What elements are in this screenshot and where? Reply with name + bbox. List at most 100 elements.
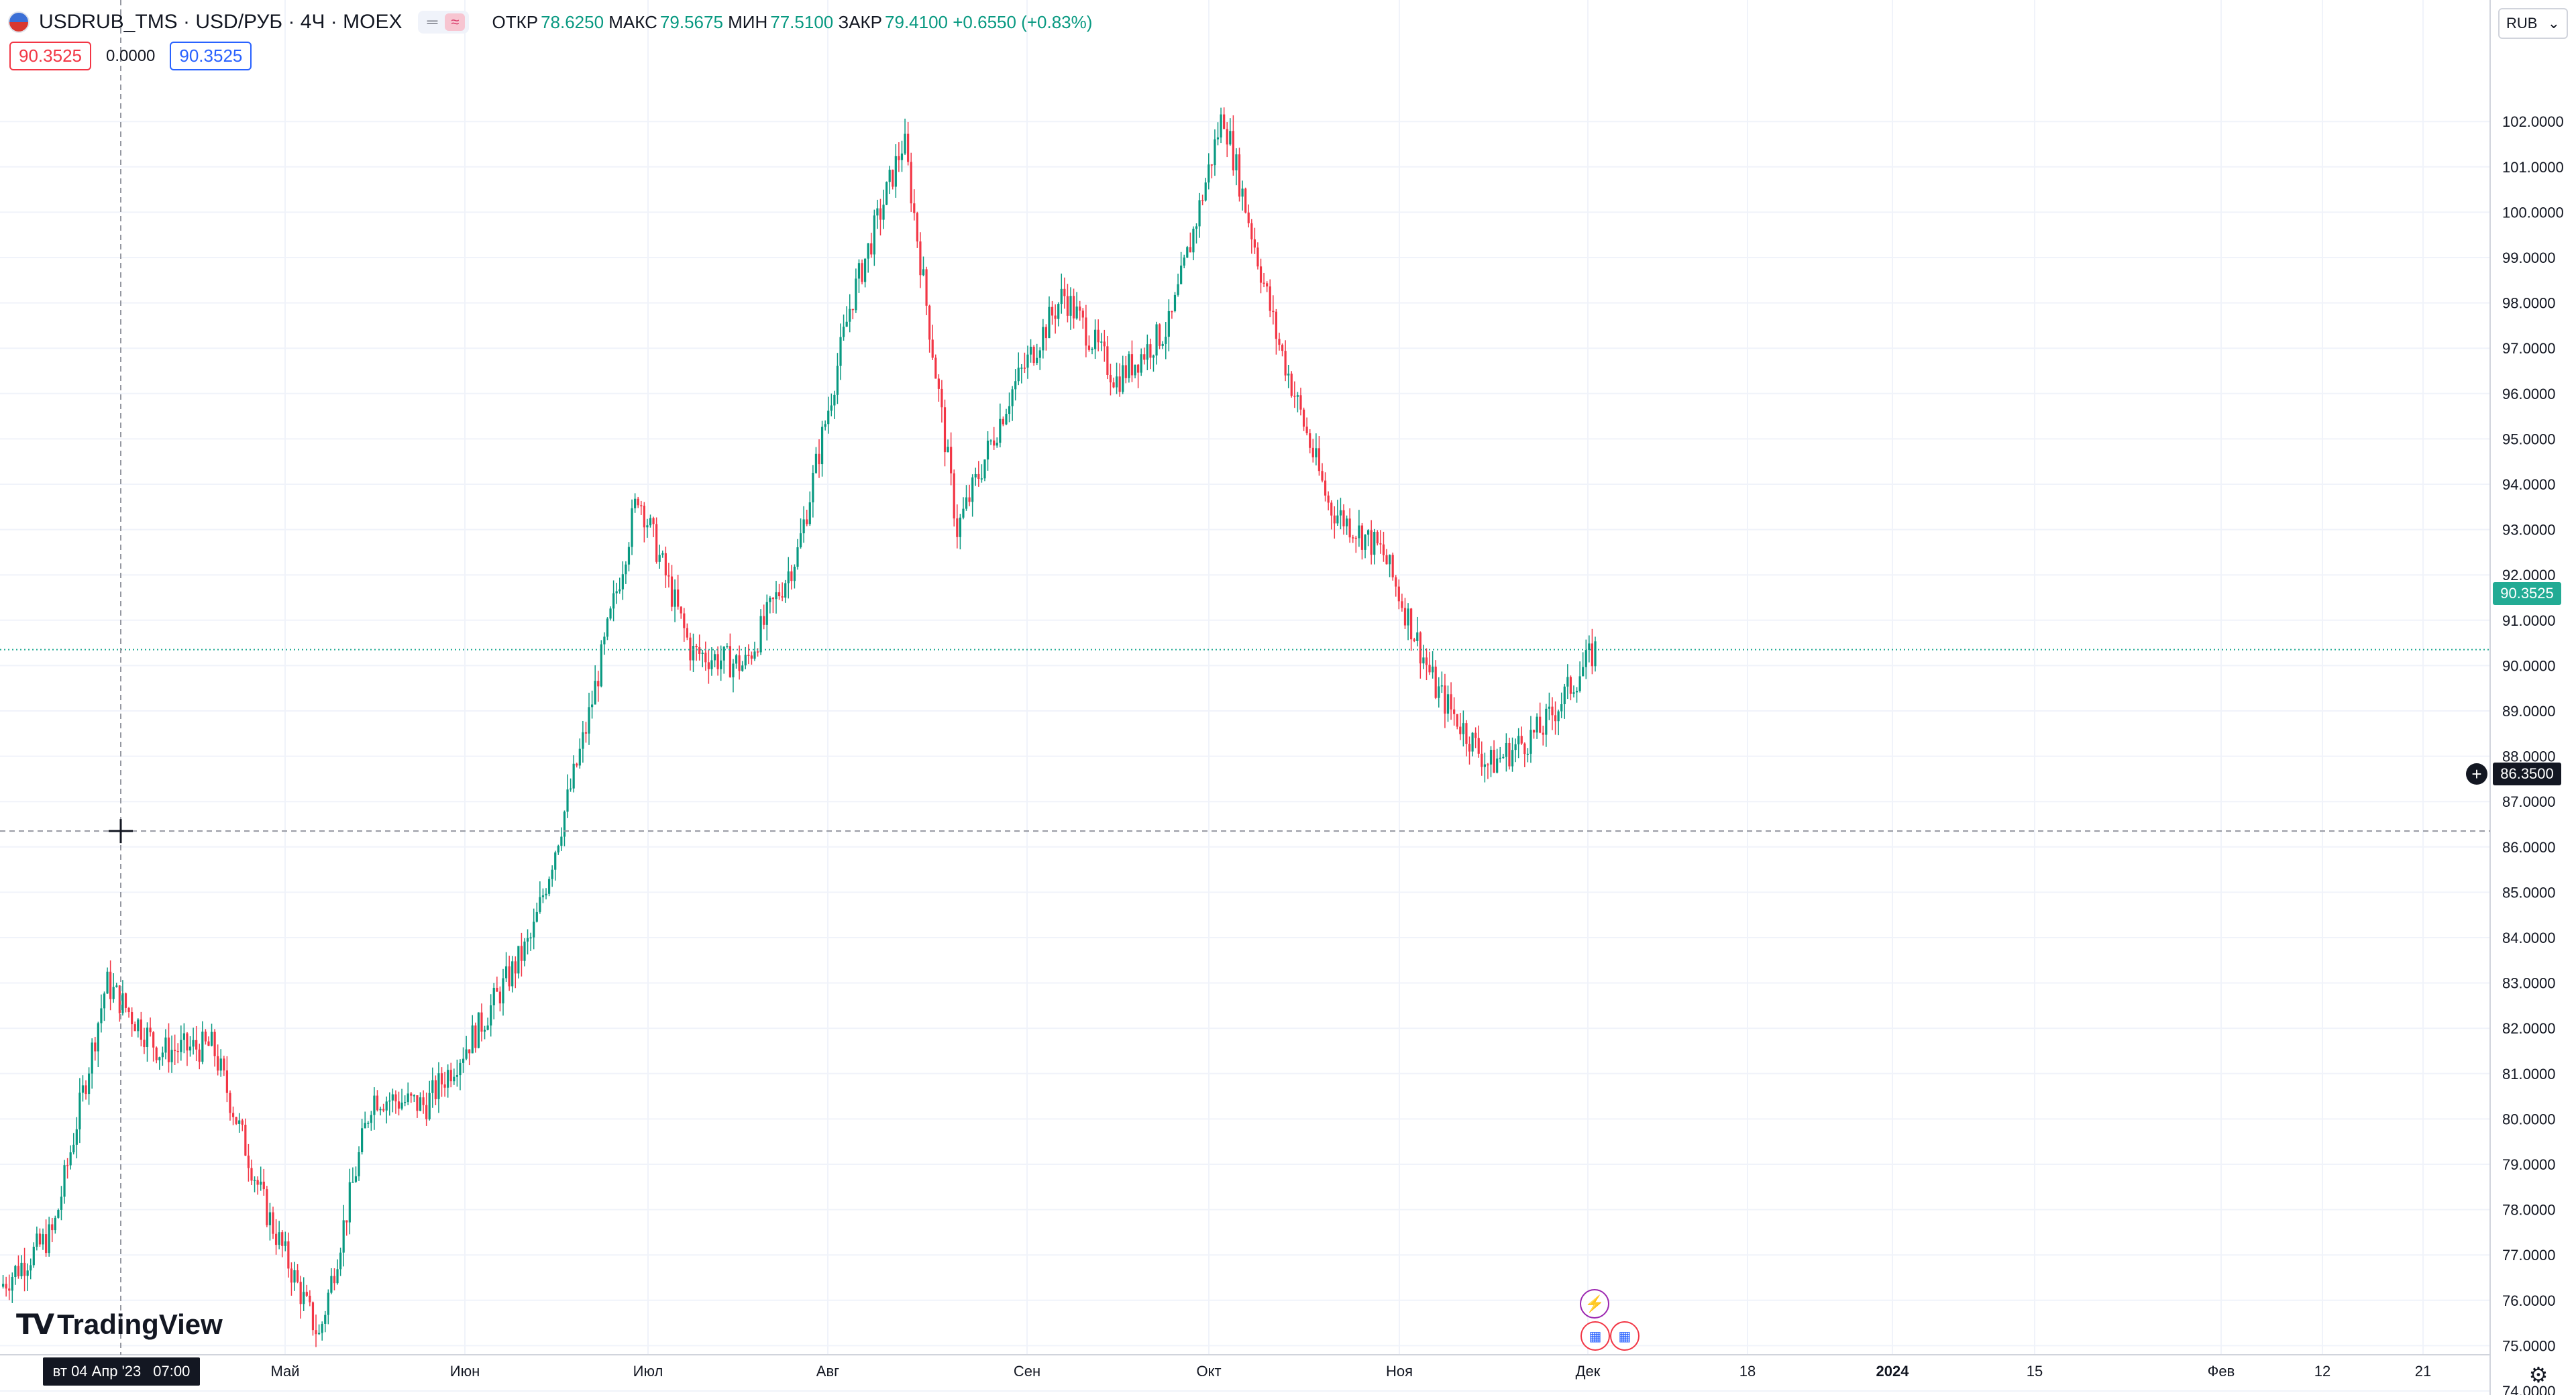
candle-body — [1395, 577, 1397, 587]
candle-body — [1208, 164, 1210, 183]
candle-body — [318, 1333, 321, 1335]
candle-body — [133, 1024, 136, 1031]
candle-body — [947, 447, 949, 453]
last-price-tag: 90.3525 — [2493, 582, 2561, 605]
candle-body — [634, 498, 637, 508]
candle-body — [164, 1038, 167, 1053]
candle-body — [793, 566, 796, 581]
candle-body — [686, 628, 688, 638]
candle-body — [1066, 296, 1069, 316]
candle-body — [1051, 306, 1054, 316]
candle-body — [244, 1125, 247, 1156]
candle-body — [1085, 317, 1087, 346]
time-tick-label: Сен — [1014, 1363, 1040, 1380]
candle-body — [400, 1103, 403, 1109]
candle-body — [471, 1025, 474, 1054]
candle-body — [299, 1282, 302, 1304]
candle-body — [765, 602, 768, 625]
candle-body — [266, 1189, 268, 1225]
event-us-flag-icon[interactable]: ▦ — [1610, 1321, 1640, 1351]
candle-body — [726, 646, 729, 647]
candle-body — [1177, 284, 1179, 295]
candle-body — [1311, 447, 1314, 457]
event-us-flag-icon[interactable]: ▦ — [1580, 1321, 1610, 1351]
candle-body — [1079, 306, 1081, 311]
indicator-toggle[interactable]: ═ ≈ — [418, 11, 470, 34]
candle-body — [520, 946, 523, 961]
candle-body — [584, 732, 588, 734]
gear-icon[interactable]: ⚙ — [2528, 1363, 2548, 1387]
candle-body — [1091, 349, 1093, 350]
candle-body — [48, 1224, 50, 1253]
price-tick-label: 78.0000 — [2502, 1202, 2556, 1219]
candle-body — [348, 1182, 351, 1223]
candle-body — [722, 647, 725, 661]
buy-button[interactable]: 90.3525 — [170, 42, 252, 70]
candle-body — [268, 1212, 272, 1225]
candle-body — [1054, 315, 1057, 319]
candle-body — [533, 922, 535, 938]
candle-body — [1594, 641, 1597, 667]
candle-body — [619, 589, 621, 592]
candle-body — [535, 911, 538, 922]
candle-body — [769, 598, 771, 602]
candle-body — [511, 961, 514, 987]
price-tick-label: 94.0000 — [2502, 476, 2556, 493]
candle-body — [621, 574, 624, 590]
change-value: +0.6550 (+0.83%) — [953, 11, 1093, 32]
candle-body — [986, 441, 989, 460]
tradingview-logo[interactable]: 𝗧𝗩 TradingView — [16, 1308, 223, 1341]
candle-body — [529, 937, 532, 939]
candle-body — [1493, 749, 1495, 773]
candle-body — [1014, 381, 1017, 390]
candle-body — [91, 1042, 93, 1074]
currency-select[interactable]: RUB ⌄ — [2498, 8, 2568, 39]
candle-body — [1416, 632, 1419, 641]
candle-body — [787, 571, 790, 583]
candle-body — [996, 443, 998, 446]
time-tick-label: Ноя — [1386, 1363, 1413, 1380]
candle-body — [1057, 304, 1060, 319]
candle-body — [894, 156, 897, 187]
candle-body — [1063, 288, 1066, 296]
candle-body — [253, 1180, 256, 1181]
sell-button[interactable]: 90.3525 — [9, 42, 91, 70]
candle-body — [137, 1019, 140, 1031]
candle-body — [999, 418, 1002, 443]
candle-body — [449, 1070, 452, 1082]
candle-body — [1585, 650, 1587, 667]
candle-body — [1229, 131, 1232, 145]
candle-body — [407, 1093, 409, 1103]
wave-icon[interactable]: ≈ — [445, 13, 466, 31]
candle-body — [1434, 666, 1437, 698]
candle-body — [1250, 223, 1253, 239]
candle-body — [1008, 406, 1011, 414]
candle-body — [667, 575, 670, 577]
price-tick-label: 88.0000 — [2502, 748, 2556, 765]
candle-body — [704, 653, 707, 663]
event-bolt-icon[interactable]: ⚡ — [1580, 1289, 1609, 1319]
candle-body — [1128, 354, 1130, 378]
candle-body — [63, 1165, 66, 1197]
candle-body — [422, 1097, 425, 1105]
candle-body — [1569, 677, 1572, 694]
candle-body — [210, 1031, 213, 1046]
candle-body — [1256, 247, 1259, 267]
candle-body — [358, 1152, 360, 1176]
candle-body — [1075, 306, 1078, 319]
candle-body — [1446, 694, 1450, 714]
candle-body — [474, 1025, 477, 1048]
candle-body — [597, 681, 600, 687]
add-alert-icon[interactable]: + — [2466, 763, 2487, 785]
candle-body — [710, 660, 713, 669]
candle-body — [1410, 608, 1413, 640]
symbol-title[interactable]: USDRUB_TMS · USD/РУБ · 4Ч · MOEX — [39, 11, 402, 33]
crosshair-date: вт 04 Апр '23 — [52, 1363, 142, 1380]
candle-body — [486, 1025, 489, 1030]
candle-body — [241, 1120, 244, 1125]
candle-body — [1011, 389, 1014, 406]
minus-icon[interactable]: ═ — [427, 13, 438, 30]
candle-body — [272, 1212, 274, 1234]
candle-body — [1532, 730, 1536, 733]
